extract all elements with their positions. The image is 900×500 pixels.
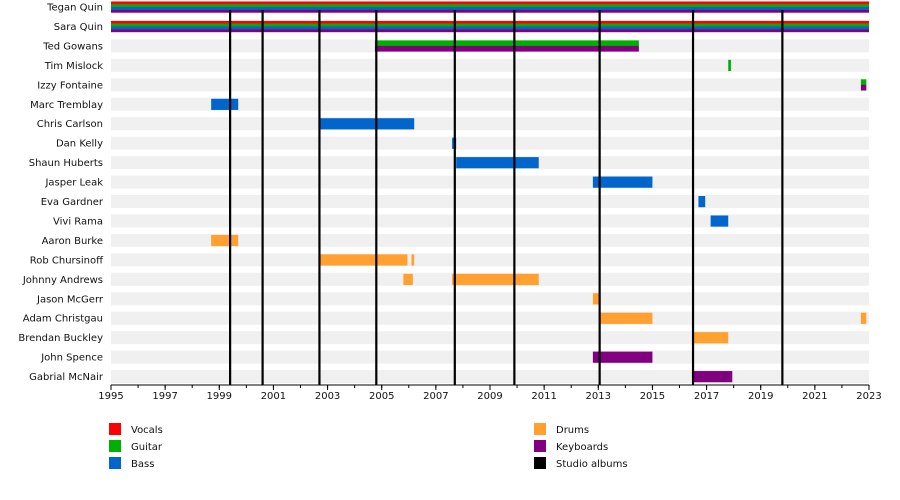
legend-label: Bass xyxy=(131,459,154,470)
x-tick-label: 2019 xyxy=(748,391,773,402)
member-bar-drums xyxy=(860,312,867,324)
member-label: John Spence xyxy=(40,353,103,364)
row-background xyxy=(111,214,869,228)
row-background xyxy=(111,331,869,345)
x-tick-label: 2005 xyxy=(369,391,394,402)
member-bar-guitar xyxy=(860,79,867,85)
member-bar-keyboards xyxy=(592,351,653,363)
member-label: Tim Mislock xyxy=(44,61,104,72)
row-background xyxy=(111,233,869,247)
member-label: Sara Quin xyxy=(54,22,103,33)
row-background xyxy=(111,311,869,325)
member-bar-drums xyxy=(452,273,539,285)
row-background xyxy=(111,370,869,384)
member-label: Shaun Huberts xyxy=(29,158,103,169)
member-bar-guitar xyxy=(111,4,869,8)
member-label: Chris Carlson xyxy=(37,119,103,130)
legend-swatch xyxy=(534,457,546,469)
member-bar-guitar xyxy=(374,40,639,47)
x-tick-label: 2013 xyxy=(586,391,611,402)
x-tick-label: 2007 xyxy=(423,391,448,402)
member-label: Ted Gowans xyxy=(42,41,103,52)
x-tick-label: 2001 xyxy=(261,391,286,402)
member-bar-keyboards xyxy=(374,45,639,52)
member-bar-keyboards xyxy=(111,29,869,33)
member-bar-bass xyxy=(111,26,869,30)
member-bar-drums xyxy=(599,312,653,324)
legend: Vocals Guitar Bass Drums Keyboards Studio alb… xyxy=(109,423,628,470)
row-backgrounds xyxy=(111,0,869,384)
row-background xyxy=(111,58,869,72)
row-background xyxy=(111,117,869,131)
legend-label: Guitar xyxy=(131,442,163,453)
member-bar-vocals xyxy=(111,20,869,24)
member-bar-drums xyxy=(211,234,239,247)
member-labels: Tegan Quin Sara Quin Ted Gowans Tim Mislock… xyxy=(18,3,104,384)
legend-label: Drums xyxy=(556,425,589,436)
member-label: Adam Christgau xyxy=(23,314,103,325)
row-background xyxy=(111,253,869,267)
legend-label: Studio albums xyxy=(556,459,628,470)
x-tick-label: 2003 xyxy=(315,391,340,402)
member-bar-bass xyxy=(592,176,653,188)
member-bar-bass xyxy=(319,118,415,130)
x-axis: 1995 1997 1999 2001 2003 2005 2007 2009 2011 2013… xyxy=(98,384,882,402)
row-background xyxy=(111,292,869,306)
row-background xyxy=(111,136,869,150)
legend-swatch xyxy=(534,440,546,452)
x-tick-label: 2015 xyxy=(640,391,665,402)
member-label: Gabrial McNair xyxy=(29,372,104,383)
member-bar-drums xyxy=(693,332,729,344)
member-label: Aaron Burke xyxy=(42,236,103,247)
row-background xyxy=(111,350,869,364)
x-tick-label: 2021 xyxy=(802,391,827,402)
album-lines xyxy=(229,10,784,385)
member-bar-vocals xyxy=(111,1,869,5)
x-tick-label: 2009 xyxy=(477,391,502,402)
member-label: Brendan Buckley xyxy=(18,333,103,344)
member-bars xyxy=(111,1,869,383)
member-bar-drums xyxy=(411,254,415,266)
member-label: Jason McGerr xyxy=(36,294,104,305)
row-background xyxy=(111,195,869,208)
member-bar-keyboards xyxy=(693,371,733,383)
x-tick-label: 2017 xyxy=(694,391,719,402)
row-background xyxy=(111,78,869,92)
member-bar-guitar xyxy=(728,59,731,72)
member-bar-bass xyxy=(456,157,539,169)
member-bar-guitar xyxy=(111,23,869,27)
member-label: Johnny Andrews xyxy=(22,275,103,286)
member-label: Izzy Fontaine xyxy=(37,80,103,91)
member-label: Rob Chursinoff xyxy=(30,255,104,266)
member-bar-drums xyxy=(592,293,600,305)
member-bar-bass xyxy=(111,7,869,10)
member-label: Jasper Leak xyxy=(44,178,103,189)
legend-swatch xyxy=(534,423,546,435)
member-bar-drums xyxy=(403,273,413,285)
x-tick-label: 1995 xyxy=(98,391,123,402)
member-label: Vivi Rama xyxy=(53,216,103,227)
x-tick-label: 1999 xyxy=(207,391,232,402)
legend-label: Vocals xyxy=(131,425,163,436)
member-bar-bass xyxy=(698,196,706,208)
legend-swatch xyxy=(109,457,121,469)
legend-label: Keyboards xyxy=(556,442,608,453)
x-tick-label: 2023 xyxy=(856,391,881,402)
member-bar-keyboards xyxy=(860,84,867,91)
member-bar-drums xyxy=(319,254,408,266)
row-background xyxy=(111,175,869,189)
x-tick-label: 2011 xyxy=(531,391,556,402)
member-label: Marc Tremblay xyxy=(30,100,103,111)
member-label: Eva Gardner xyxy=(41,197,104,208)
member-label: Tegan Quin xyxy=(46,3,103,14)
legend-swatch xyxy=(109,423,121,435)
member-label: Dan Kelly xyxy=(56,139,103,150)
member-bar-keyboards xyxy=(111,9,869,13)
member-bar-bass xyxy=(710,215,729,227)
x-tick-label: 1997 xyxy=(152,391,177,402)
row-background xyxy=(111,97,869,111)
member-bar-bass xyxy=(211,98,239,110)
legend-swatch xyxy=(109,440,121,452)
